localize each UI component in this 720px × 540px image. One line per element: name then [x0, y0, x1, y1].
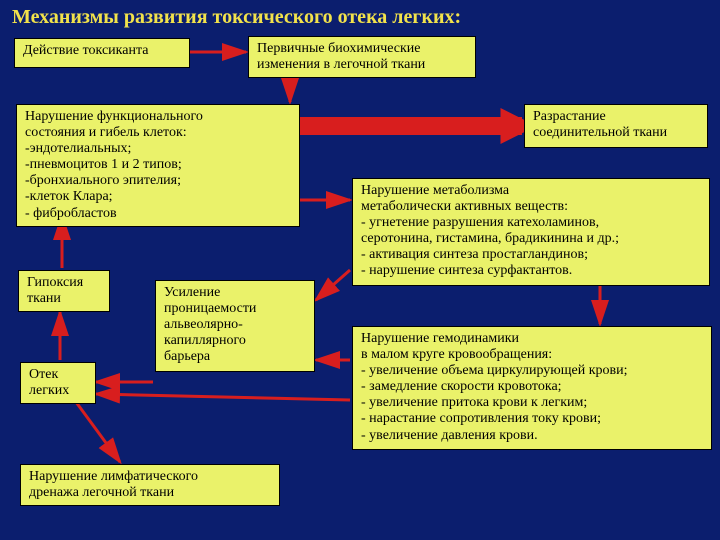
- arrow-b5-to-b7: [316, 270, 350, 300]
- flow-box-b4: Разрастание соединительной ткани: [524, 104, 708, 148]
- arrow-b8-to-b10: [76, 402, 120, 462]
- flow-box-b1: Действие токсиканта: [14, 38, 190, 68]
- flow-box-b10: Нарушение лимфатического дренажа легочно…: [20, 464, 280, 506]
- flow-box-b6: Гипоксия ткани: [18, 270, 110, 312]
- flow-box-b8: Отек легких: [20, 362, 96, 404]
- flow-box-b5: Нарушение метаболизма метаболически акти…: [352, 178, 710, 286]
- flow-box-b9: Нарушение гемодинамики в малом круге кро…: [352, 326, 712, 450]
- page-title: Механизмы развития токсического отека ле…: [12, 6, 461, 29]
- arrow-b9-to-b8: [96, 394, 350, 400]
- flow-box-b3: Нарушение функционального состояния и ги…: [16, 104, 300, 227]
- diagram-stage: Механизмы развития токсического отека ле…: [0, 0, 720, 540]
- flow-box-b2: Первичные биохимические изменения в лего…: [248, 36, 476, 78]
- flow-box-b7: Усиление проницаемости альвеолярно- капи…: [155, 280, 315, 372]
